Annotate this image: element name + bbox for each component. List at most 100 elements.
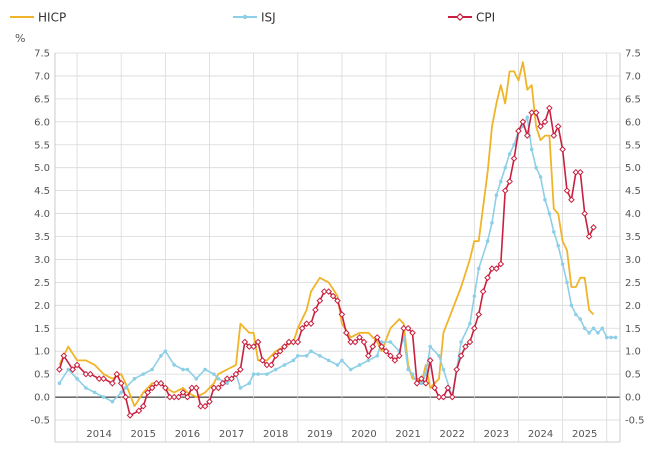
data-point-isj <box>587 331 591 335</box>
data-point-cpi <box>537 123 544 130</box>
data-point-isj <box>379 340 384 344</box>
data-point-isj <box>216 376 221 381</box>
data-point-cpi <box>360 338 368 346</box>
data-point-cpi <box>206 398 213 405</box>
data-point-isj <box>92 390 97 395</box>
data-point-cpi <box>338 311 346 318</box>
data-point-isj <box>468 321 472 326</box>
y-tick-label-left: 0.0 <box>34 393 50 404</box>
data-point-cpi <box>179 389 187 396</box>
data-point-cpi <box>122 393 129 401</box>
x-tick-label: 2016 <box>175 429 200 440</box>
data-point-isj <box>551 230 556 234</box>
data-point-cpi <box>400 324 408 332</box>
data-point-cpi <box>109 379 116 387</box>
data-point-isj <box>578 317 583 321</box>
data-point-cpi <box>493 265 500 272</box>
data-point-cpi <box>431 384 438 392</box>
data-point-isj <box>295 353 300 358</box>
data-point-cpi <box>215 384 222 392</box>
y-tick-label-left: 6.5 <box>34 94 50 105</box>
data-point-isj <box>485 239 490 243</box>
y-tick-label-right: 4.0 <box>625 209 641 220</box>
data-point-cpi <box>210 384 218 392</box>
data-point-cpi <box>87 370 94 378</box>
y-tick-label-right: 7.0 <box>625 71 641 82</box>
data-point-cpi <box>303 320 310 327</box>
data-point-cpi <box>100 375 107 383</box>
data-point-cpi <box>475 311 483 318</box>
data-point-isj <box>406 367 410 372</box>
data-point-cpi <box>276 347 284 355</box>
data-point-isj <box>503 165 508 170</box>
legend: HICP ISJ CPI <box>10 11 495 25</box>
data-point-isj <box>357 363 362 367</box>
data-point-cpi <box>267 361 275 369</box>
data-point-cpi <box>387 352 394 360</box>
data-point-isj <box>291 358 296 363</box>
data-point-isj <box>181 367 185 372</box>
data-point-cpi <box>69 366 76 373</box>
x-tick-label: 2014 <box>86 429 111 440</box>
data-point-isj <box>366 358 371 363</box>
data-point-isj <box>318 353 322 358</box>
data-point-isj <box>340 358 344 363</box>
data-point-cpi <box>347 338 355 346</box>
y-tick-label-left: 0.5 <box>34 370 50 381</box>
data-point-cpi <box>422 379 430 387</box>
data-point-cpi <box>426 357 434 364</box>
data-point-cpi <box>307 320 315 327</box>
data-point-isj <box>238 386 243 390</box>
data-point-cpi <box>590 224 597 231</box>
data-point-isj <box>163 349 168 353</box>
x-tick-label: 2020 <box>351 429 376 440</box>
x-tick-label: 2018 <box>263 429 288 440</box>
data-point-cpi <box>471 324 478 332</box>
data-point-isj <box>565 280 569 285</box>
data-point-cpi <box>325 288 332 295</box>
data-point-isj <box>609 335 613 340</box>
data-point-cpi <box>343 329 350 337</box>
data-point-cpi <box>298 324 306 332</box>
data-point-isj <box>428 344 432 349</box>
data-point-isj <box>84 386 88 390</box>
data-point-isj <box>499 179 503 184</box>
data-point-cpi <box>148 384 156 392</box>
data-point-cpi <box>166 393 174 401</box>
data-point-cpi <box>457 352 465 360</box>
x-tick-label: 2024 <box>528 429 553 440</box>
data-point-isj <box>66 367 71 372</box>
data-point-cpi <box>440 393 447 401</box>
y-tick-label-right: 0.5 <box>625 370 641 381</box>
data-point-isj <box>410 372 415 376</box>
data-point-cpi <box>56 366 63 373</box>
data-point-cpi <box>82 370 90 378</box>
data-point-isj <box>388 340 393 344</box>
y-axis-unit-label: % <box>15 32 25 45</box>
data-point-cpi <box>285 338 293 346</box>
data-point-cpi <box>351 338 359 346</box>
data-point-cpi <box>395 352 403 360</box>
data-point-cpi <box>95 375 103 383</box>
data-point-cpi <box>378 343 385 350</box>
data-point-cpi <box>320 288 328 295</box>
data-point-cpi <box>506 178 513 185</box>
data-point-cpi <box>113 370 121 378</box>
data-point-cpi <box>479 288 487 295</box>
data-point-cpi <box>528 109 536 116</box>
data-point-cpi <box>73 361 81 369</box>
y-tick-label-left: 6.0 <box>34 117 50 128</box>
data-point-cpi <box>369 343 377 350</box>
data-point-isj <box>490 220 494 225</box>
data-point-isj <box>582 326 587 331</box>
data-point-cpi <box>541 118 549 126</box>
data-point-cpi <box>550 132 558 139</box>
data-point-isj <box>256 372 260 376</box>
data-point-cpi <box>259 357 266 364</box>
x-tick-label: 2021 <box>395 429 420 440</box>
data-point-cpi <box>466 338 474 346</box>
data-point-cpi <box>523 132 531 139</box>
data-point-cpi <box>294 338 302 346</box>
data-point-cpi <box>572 168 580 176</box>
data-point-cpi <box>139 402 147 410</box>
